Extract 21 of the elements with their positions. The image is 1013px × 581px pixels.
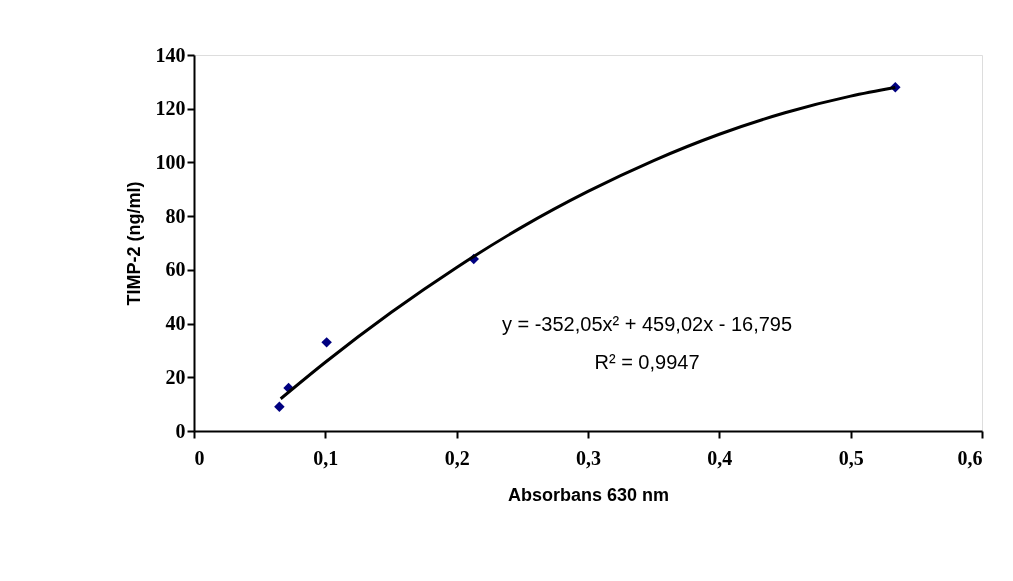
y-tick-label: 0 xyxy=(175,419,186,442)
annotation: y = -352,05x² + 459,02x - 16,795 xyxy=(501,313,793,335)
y-tick-label: 120 xyxy=(155,97,186,120)
x-tick-label: 0,5 xyxy=(838,446,864,469)
point xyxy=(274,401,285,413)
x-tick-label: 0 xyxy=(194,446,205,469)
x-tick-label: 0,3 xyxy=(576,446,601,469)
x-tick-label: 0,1 xyxy=(313,446,339,469)
annotation: R² = 0,9947 xyxy=(594,351,700,373)
y-tick-label: 100 xyxy=(155,150,186,173)
x-tick-label: 0,6 xyxy=(957,446,983,469)
y-tick-label: 40 xyxy=(165,312,186,335)
y-tick-label: 60 xyxy=(165,258,186,281)
y-tick-label: 80 xyxy=(165,204,186,227)
point xyxy=(321,337,332,348)
y-axis-title: TIMP-2 (ng/ml) xyxy=(123,181,144,306)
x-axis-title: Absorbans 630 nm xyxy=(507,484,670,505)
y-tick-label: 140 xyxy=(155,43,186,66)
y-tick-label: 20 xyxy=(165,365,186,388)
x-tick-label: 0,4 xyxy=(707,446,733,469)
x-tick-label: 0,2 xyxy=(444,446,470,469)
